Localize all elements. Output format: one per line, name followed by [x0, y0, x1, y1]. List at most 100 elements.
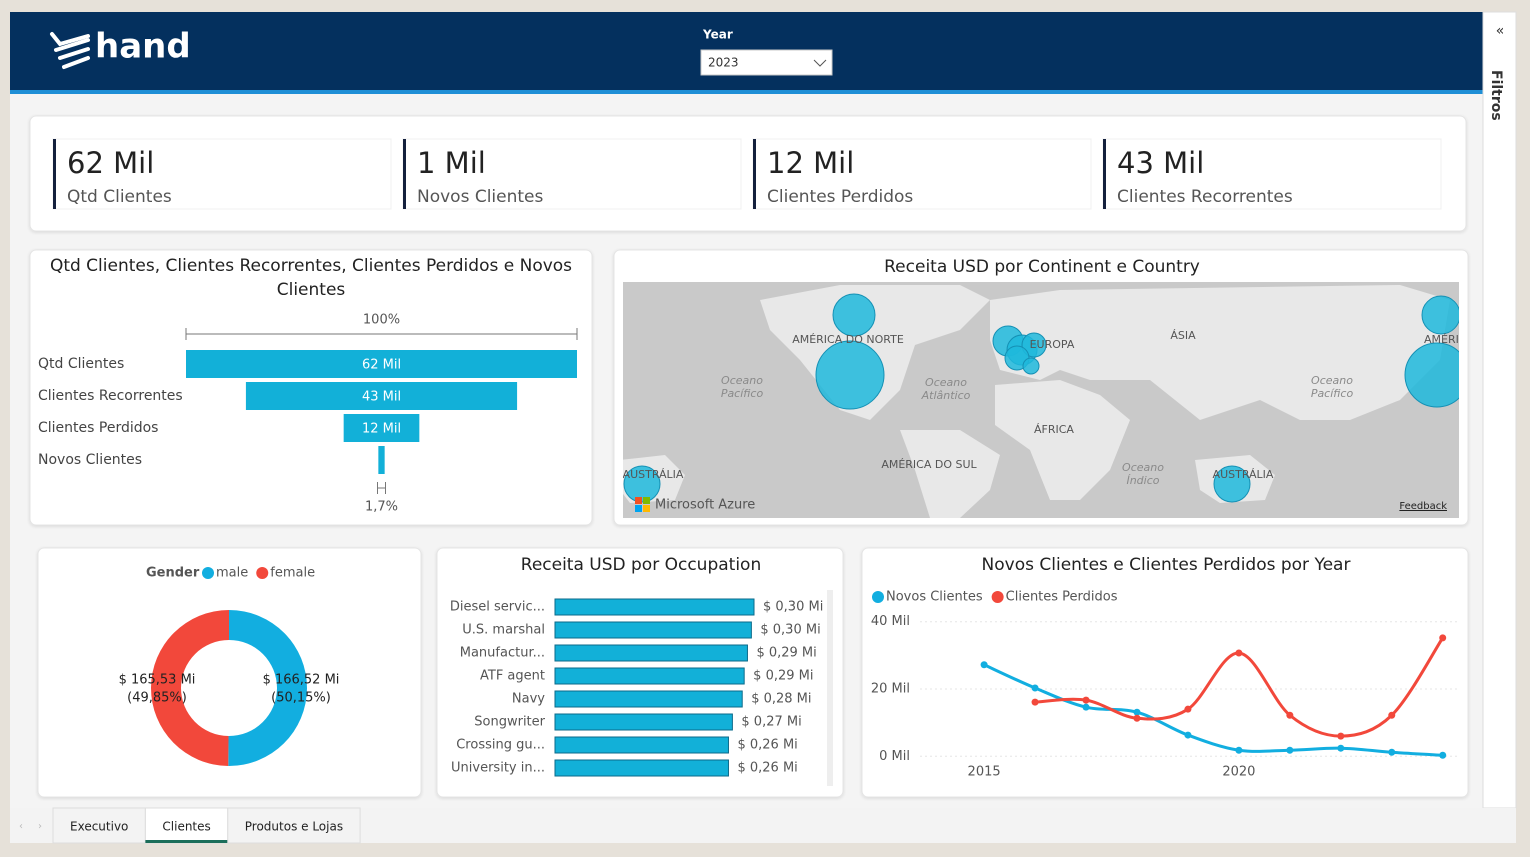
- tab-label: Produtos e Lojas: [245, 820, 343, 834]
- donut-card: [37, 547, 422, 798]
- bar-category: Navy: [512, 692, 545, 707]
- tabs: Executivo Clientes Produtos e Lojas: [52, 807, 361, 844]
- donut-percent-label: (49,85%): [127, 691, 187, 706]
- tab[interactable]: [227, 807, 361, 844]
- funnel-value-label: 12 Mil: [362, 422, 401, 437]
- kpi-accent: [53, 139, 56, 209]
- funnel-title-box: Qtd Clientes, Clientes Recorrentes, Clie…: [50, 256, 572, 300]
- scrollbar[interactable]: [827, 590, 833, 786]
- ocean-label: Pacífico: [1311, 387, 1354, 400]
- bar: [554, 621, 752, 639]
- legend-label: Novos Clientes: [886, 590, 983, 605]
- line-point: [1337, 732, 1345, 740]
- funnel-category: Qtd Clientes: [38, 356, 124, 372]
- line-point: [1184, 731, 1192, 739]
- bar-category: Songwriter: [474, 715, 545, 730]
- logo-icon: [50, 32, 90, 69]
- ocean-label: Oceano: [1122, 461, 1164, 474]
- map-label: AMÉRICA DO SUL: [881, 458, 977, 471]
- line-point: [1235, 649, 1243, 657]
- bar-category: Crossing gu...: [456, 738, 545, 753]
- line-point: [1439, 751, 1447, 759]
- funnel-value-label: 62 Mil: [362, 358, 401, 373]
- kpi-value: 12 Mil: [767, 146, 854, 180]
- ocean-label: Atlântico: [921, 389, 971, 402]
- funnel-top-label: 100%: [363, 313, 400, 328]
- legend-title: Gender: [146, 566, 200, 581]
- legend-dot: [872, 591, 884, 603]
- kpi-group: 62 Mil Qtd Clientes 1 Mil Novos Clientes 12 …: [52, 138, 1442, 210]
- tab-label: Clientes: [162, 820, 210, 834]
- funnel-bracket: [185, 328, 578, 340]
- legend-label: male: [216, 566, 248, 581]
- kpi-value: 1 Mil: [417, 146, 486, 180]
- kpi-label: Qtd Clientes: [67, 187, 172, 207]
- line-point: [1031, 684, 1039, 692]
- bar-category: Manufactur...: [460, 646, 545, 661]
- collapse-icon[interactable]: «: [1496, 23, 1505, 39]
- bar-value-label: $ 0,26 Mi: [737, 738, 797, 753]
- line-point: [1439, 634, 1447, 642]
- legend-dot: [991, 591, 1004, 603]
- map: AMÉRICA DO NORTE AMÉRICA DO NORTE EUROPA…: [623, 282, 1530, 518]
- bar: [554, 736, 729, 754]
- line-point: [1337, 744, 1345, 752]
- map-label: ÁSIA: [1170, 329, 1196, 342]
- bar-category: ATF agent: [480, 669, 545, 684]
- bar-category: U.S. marshal: [462, 623, 545, 638]
- ocean-label: Pacífico: [721, 387, 764, 400]
- bar: [554, 759, 729, 777]
- funnel-bar: [343, 414, 420, 442]
- kpi-label: Clientes Recorrentes: [1117, 187, 1293, 207]
- ocean-label: Oceano: [925, 376, 967, 389]
- bar-value-label: $ 0,28 Mi: [751, 692, 811, 707]
- donut-slice: [151, 610, 229, 766]
- legend-label: female: [270, 566, 315, 581]
- tab[interactable]: [52, 807, 146, 844]
- map-bubbles: [623, 293, 1459, 503]
- kpi-value: 43 Mil: [1117, 146, 1204, 180]
- filter-pane[interactable]: [1482, 11, 1517, 809]
- bar: [554, 667, 745, 685]
- kpi-accent: [1103, 139, 1106, 209]
- line-point: [1133, 714, 1141, 722]
- y-tick-label: 0 Mil: [879, 749, 910, 764]
- filter-pane-label[interactable]: Filtros: [1488, 70, 1504, 121]
- tab-next[interactable]: ›: [38, 821, 42, 832]
- donut-percent-label: (50,15%): [271, 691, 331, 706]
- x-tick-label: 2020: [1222, 765, 1255, 780]
- line-point: [980, 661, 988, 669]
- dropdown-chevron: [813, 59, 827, 67]
- line-point: [1388, 748, 1396, 756]
- line-point: [1082, 703, 1090, 711]
- line-point: [1031, 698, 1039, 706]
- kpi-box: [1102, 138, 1442, 210]
- map-feedback[interactable]: Feedback: [1399, 501, 1447, 512]
- funnel-bar: [378, 446, 385, 474]
- ocean-label: Oceano: [721, 374, 763, 387]
- line-point: [1235, 746, 1243, 754]
- bar-title: Receita USD por Occupation: [521, 555, 761, 575]
- y-tick-label: 20 Mil: [871, 682, 910, 697]
- funnel-bar: [186, 350, 577, 378]
- kpi-value: 62 Mil: [67, 146, 154, 180]
- funnel-category: Novos Clientes: [38, 452, 142, 468]
- map-label: ÁFRICA: [1034, 423, 1074, 436]
- kpi-label: Clientes Perdidos: [767, 187, 913, 207]
- tab-label: Executivo: [70, 820, 128, 834]
- funnel-bracket: [377, 482, 386, 494]
- azure-logo: [635, 497, 650, 512]
- year-dropdown[interactable]: [700, 49, 833, 76]
- line-point: [1286, 746, 1294, 754]
- donut-slice: [228, 610, 307, 766]
- kpi-box: [752, 138, 1092, 210]
- funnel-bar: [245, 382, 518, 410]
- map-label: AUSTRÁLIA: [623, 468, 684, 481]
- bar-value-label: $ 0,29 Mi: [753, 669, 813, 684]
- line-point: [1133, 708, 1141, 716]
- map-label: EUROPA: [1030, 338, 1075, 351]
- line-point: [1286, 711, 1294, 719]
- tab-prev[interactable]: ‹: [19, 821, 23, 832]
- map-label: AMÉRICA DO NORTE: [1424, 333, 1530, 346]
